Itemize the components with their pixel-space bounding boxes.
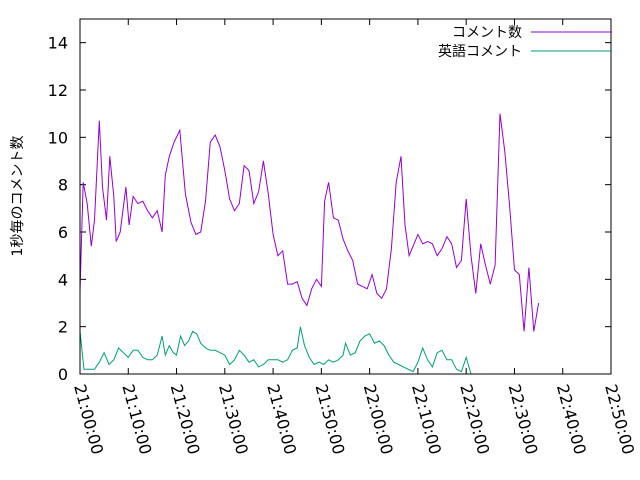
x-tick-label: 22:30:00 bbox=[505, 382, 542, 456]
legend-label-comments: コメント数 bbox=[452, 25, 522, 41]
y-tick-label: 12 bbox=[48, 81, 68, 100]
x-tick-label: 21:00:00 bbox=[70, 382, 107, 456]
x-tick-label: 21:40:00 bbox=[263, 382, 300, 456]
y-axis-label: 1秒毎のコメント数 bbox=[10, 136, 26, 257]
y-tick-label: 8 bbox=[58, 176, 68, 195]
x-tick-label: 22:40:00 bbox=[553, 382, 590, 456]
series-line-0 bbox=[79, 113, 540, 332]
y-tick-label: 4 bbox=[58, 270, 68, 289]
y-tick-label: 10 bbox=[48, 128, 68, 147]
x-tick-label: 22:00:00 bbox=[360, 382, 397, 456]
y-tick-label: 6 bbox=[58, 223, 68, 242]
y-tick-label: 0 bbox=[58, 365, 68, 384]
x-tick-label: 21:30:00 bbox=[215, 382, 252, 456]
series-lines bbox=[79, 113, 540, 375]
legend: コメント数 英語コメント bbox=[438, 25, 612, 60]
legend-label-english-comments: 英語コメント bbox=[438, 43, 522, 60]
x-tick-label: 22:10:00 bbox=[408, 382, 445, 456]
y-axis-ticks: 0 2 4 6 8 10 12 14 bbox=[48, 34, 611, 384]
x-axis-ticks: 21:00:00 21:10:00 21:20:00 21:30:00 21:40:00… bbox=[70, 19, 638, 456]
x-tick-label: 22:20:00 bbox=[456, 382, 493, 456]
y-tick-label: 14 bbox=[48, 34, 68, 53]
plot-frame bbox=[79, 18, 612, 375]
x-tick-label: 21:20:00 bbox=[167, 382, 204, 456]
x-tick-label: 21:50:00 bbox=[311, 382, 348, 456]
x-tick-label: 21:10:00 bbox=[118, 382, 155, 456]
series-line-1 bbox=[79, 326, 472, 375]
y-tick-label: 2 bbox=[58, 318, 68, 337]
x-tick-label: 22:50:00 bbox=[601, 382, 638, 456]
